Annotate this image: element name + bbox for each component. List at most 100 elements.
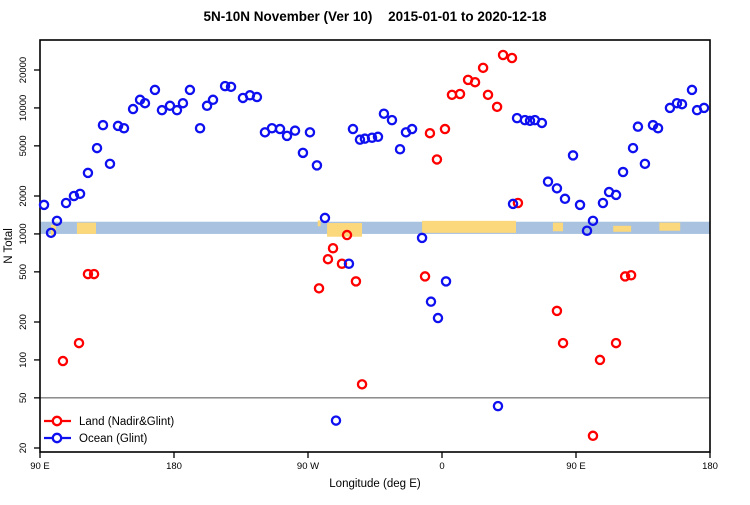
data-point-ocean bbox=[524, 115, 536, 127]
data-point-ocean bbox=[610, 189, 622, 201]
data-point-ocean bbox=[347, 123, 359, 135]
data-point-ocean bbox=[194, 122, 206, 134]
data-point-ocean bbox=[104, 158, 116, 170]
data-point-ocean bbox=[319, 212, 331, 224]
data-point-ocean bbox=[425, 296, 437, 307]
data-point-ocean bbox=[171, 104, 183, 116]
data-point-ocean bbox=[406, 123, 418, 135]
data-point-ocean bbox=[559, 193, 571, 205]
data-point-ocean bbox=[664, 102, 676, 114]
data-point-ocean bbox=[343, 258, 355, 269]
data-point-land bbox=[619, 271, 631, 282]
data-point-land bbox=[431, 154, 443, 165]
data-point-ocean bbox=[139, 97, 151, 109]
data-point-ocean bbox=[225, 81, 237, 93]
data-point-land bbox=[477, 62, 489, 74]
data-point-land bbox=[587, 430, 599, 442]
legend-ocean-label: Ocean (Glint) bbox=[79, 433, 148, 445]
data-point-ocean bbox=[416, 232, 428, 244]
data-point-ocean bbox=[304, 127, 316, 138]
data-point-ocean bbox=[372, 131, 384, 143]
data-point-land bbox=[313, 283, 325, 294]
data-point-ocean bbox=[551, 183, 563, 194]
data-point-ocean bbox=[184, 84, 196, 96]
land-patch bbox=[613, 225, 632, 232]
y-tick-label: 10000 bbox=[18, 95, 29, 121]
y-tick-label: 100 bbox=[18, 352, 29, 368]
y-tick-label: 50 bbox=[18, 393, 29, 404]
data-point-land bbox=[88, 268, 100, 280]
data-point-ocean bbox=[632, 121, 644, 132]
data-point-ocean bbox=[274, 123, 286, 135]
data-point-ocean bbox=[74, 188, 86, 200]
data-point-ocean bbox=[219, 80, 231, 92]
x-tick-label: 90 W bbox=[297, 461, 319, 472]
legend-land-label: Land (Nadir&Glint) bbox=[79, 416, 174, 428]
data-point-ocean bbox=[542, 176, 554, 187]
data-point-land bbox=[610, 337, 622, 349]
data-point-ocean bbox=[201, 100, 213, 112]
y-tick-label: 1000 bbox=[18, 223, 29, 244]
legend-ocean-marker-icon bbox=[51, 432, 63, 444]
y-tick-label: 500 bbox=[18, 264, 29, 280]
data-point-ocean bbox=[297, 147, 309, 159]
y-axis-title: N Total bbox=[3, 228, 15, 264]
legend-land-marker-icon bbox=[51, 415, 63, 427]
data-point-ocean bbox=[68, 190, 80, 202]
data-point-ocean bbox=[567, 150, 579, 161]
data-point-land bbox=[482, 89, 494, 101]
x-tick-label: 0 bbox=[439, 461, 444, 472]
data-point-ocean bbox=[177, 97, 189, 109]
chart-title: 5N-10N November (Ver 10) 2015-01-01 to 2… bbox=[204, 9, 547, 24]
data-point-ocean bbox=[432, 312, 444, 324]
plot-border bbox=[39, 39, 711, 453]
chart-background-layer bbox=[40, 220, 710, 399]
x-tick-label: 90 E bbox=[30, 461, 50, 472]
data-point-land bbox=[625, 269, 637, 281]
data-point-ocean bbox=[698, 102, 710, 114]
data-point-ocean bbox=[118, 122, 130, 134]
data-point-land bbox=[469, 76, 481, 88]
data-point-land bbox=[491, 101, 503, 113]
y-tick-label: 20000 bbox=[18, 57, 29, 83]
x-axis-title: Longitude (deg E) bbox=[329, 478, 421, 490]
data-point-land bbox=[506, 52, 518, 64]
data-point-land bbox=[497, 49, 509, 61]
data-point-ocean bbox=[354, 134, 366, 145]
data-point-land bbox=[322, 253, 334, 265]
data-point-ocean bbox=[366, 132, 378, 143]
data-point-land bbox=[454, 88, 466, 100]
data-point-ocean bbox=[51, 215, 63, 227]
data-point-ocean bbox=[597, 197, 609, 209]
data-point-ocean bbox=[587, 215, 599, 227]
data-point-land bbox=[336, 258, 348, 269]
data-point-ocean bbox=[386, 114, 398, 126]
data-point-ocean bbox=[207, 94, 219, 106]
land-patch bbox=[317, 220, 321, 227]
data-point-land bbox=[82, 268, 94, 280]
data-point-ocean bbox=[671, 97, 683, 109]
chart-title-dates: 2015-01-01 to 2020-12-18 bbox=[388, 9, 547, 24]
data-points-layer bbox=[38, 49, 710, 442]
data-point-ocean bbox=[686, 84, 698, 96]
data-point-ocean bbox=[112, 120, 124, 132]
y-tick-label: 20 bbox=[18, 443, 29, 454]
land-patch bbox=[659, 222, 681, 231]
highlight-band bbox=[40, 221, 710, 234]
data-point-land bbox=[350, 276, 362, 287]
data-point-ocean bbox=[38, 199, 50, 211]
data-point-ocean bbox=[164, 100, 176, 112]
data-point-ocean bbox=[281, 130, 293, 142]
data-point-ocean bbox=[127, 103, 139, 115]
data-point-ocean bbox=[330, 415, 342, 426]
data-point-ocean bbox=[82, 167, 94, 179]
data-point-land bbox=[356, 379, 368, 390]
data-point-land bbox=[341, 229, 353, 241]
data-point-ocean bbox=[536, 117, 548, 129]
y-tick-label: 200 bbox=[18, 314, 29, 330]
data-point-ocean bbox=[652, 122, 664, 134]
land-patch bbox=[327, 223, 363, 237]
data-point-ocean bbox=[581, 225, 593, 236]
legend: Land (Nadir&Glint) Ocean (Glint) bbox=[44, 415, 174, 445]
